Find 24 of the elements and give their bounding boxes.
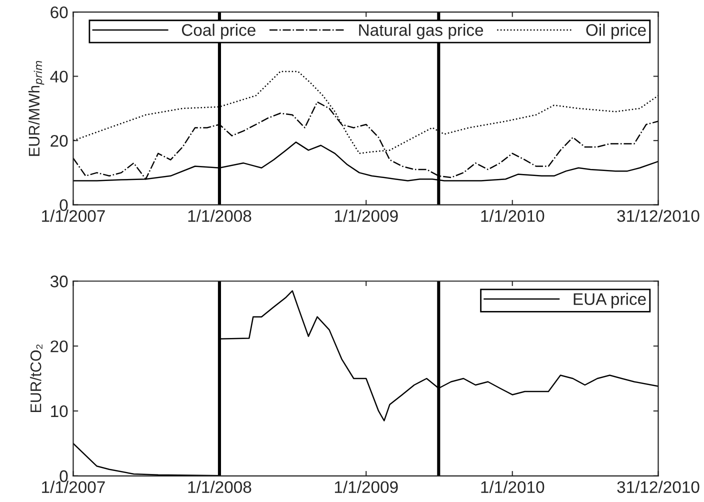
x-tick-label: 1/1/2009	[334, 210, 398, 222]
x-tick-label: 1/1/2008	[188, 480, 252, 493]
x-tick-label: 1/1/2007	[42, 210, 105, 222]
x-tick-label: 1/1/2009	[334, 480, 398, 493]
y-axis-title: EUR/MWh$_{prim}$	[28, 60, 44, 156]
x-tick-label: 1/1/2007	[42, 480, 105, 493]
y-tick-label: 0	[60, 470, 68, 482]
x-tick-label: 31/12/2010	[617, 480, 700, 493]
x-tick-label: 1/1/2010	[481, 210, 544, 222]
x-tick-label: 1/1/2008	[188, 210, 252, 222]
x-tick-label: 31/12/2010	[617, 210, 700, 222]
legend-label: Natural gas price	[359, 24, 484, 40]
y-tick-label: 40	[50, 70, 68, 83]
x-tick-label: 1/1/2010	[481, 480, 544, 493]
y-tick-label: 30	[50, 276, 68, 288]
y-tick-label: 20	[50, 134, 68, 147]
y-tick-label: 0	[60, 199, 68, 212]
y-tick-label: 60	[50, 6, 68, 18]
legend-label: EUA price	[574, 292, 646, 308]
y-tick-label: 10	[51, 405, 68, 418]
y-axis-title: EUR/tCO₂	[30, 344, 42, 412]
legend-label: Oil price	[586, 24, 646, 40]
legend-label: Coal price	[182, 24, 256, 40]
y-tick-label: 20	[50, 340, 68, 352]
